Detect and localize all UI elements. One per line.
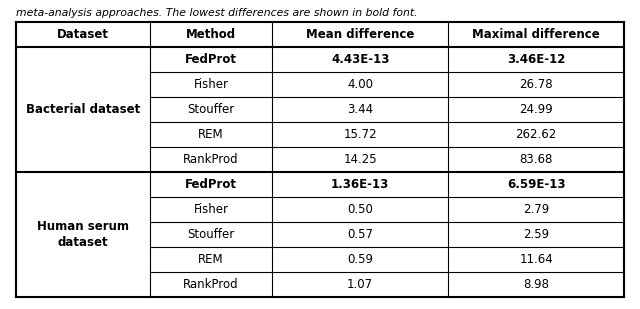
Text: 3.44: 3.44 xyxy=(347,103,373,116)
Text: 0.57: 0.57 xyxy=(347,228,373,241)
Text: 4.43E-13: 4.43E-13 xyxy=(331,53,389,66)
Text: REM: REM xyxy=(198,128,224,141)
Text: 1.07: 1.07 xyxy=(347,278,373,291)
Text: 2.59: 2.59 xyxy=(523,228,549,241)
Text: Stouffer: Stouffer xyxy=(188,103,235,116)
Text: REM: REM xyxy=(198,253,224,266)
Text: Human serum
dataset: Human serum dataset xyxy=(37,220,129,249)
Text: 83.68: 83.68 xyxy=(520,153,553,166)
Text: 3.46E-12: 3.46E-12 xyxy=(507,53,565,66)
Text: 4.00: 4.00 xyxy=(347,78,373,91)
Text: RankProd: RankProd xyxy=(183,278,239,291)
Text: Stouffer: Stouffer xyxy=(188,228,235,241)
Text: Fisher: Fisher xyxy=(193,78,228,91)
Text: 14.25: 14.25 xyxy=(343,153,377,166)
Text: 6.59E-13: 6.59E-13 xyxy=(507,178,565,191)
Text: Maximal difference: Maximal difference xyxy=(472,28,600,40)
Text: 8.98: 8.98 xyxy=(523,278,549,291)
Text: 26.78: 26.78 xyxy=(519,78,553,91)
Text: FedProt: FedProt xyxy=(185,53,237,66)
Text: Dataset: Dataset xyxy=(57,28,109,40)
Text: 1.36E-13: 1.36E-13 xyxy=(331,178,389,191)
Text: Method: Method xyxy=(186,28,236,40)
Text: meta-analysis approaches. The lowest differences are shown in bold font.: meta-analysis approaches. The lowest dif… xyxy=(16,8,418,18)
Text: Mean difference: Mean difference xyxy=(306,28,414,40)
Text: Bacterial dataset: Bacterial dataset xyxy=(26,103,140,116)
Text: RankProd: RankProd xyxy=(183,153,239,166)
Text: 262.62: 262.62 xyxy=(515,128,557,141)
Text: Fisher: Fisher xyxy=(193,203,228,216)
Text: 15.72: 15.72 xyxy=(343,128,377,141)
Text: 24.99: 24.99 xyxy=(519,103,553,116)
Text: 2.79: 2.79 xyxy=(523,203,549,216)
Text: 11.64: 11.64 xyxy=(519,253,553,266)
Text: FedProt: FedProt xyxy=(185,178,237,191)
Text: 0.50: 0.50 xyxy=(348,203,373,216)
Text: 0.59: 0.59 xyxy=(347,253,373,266)
